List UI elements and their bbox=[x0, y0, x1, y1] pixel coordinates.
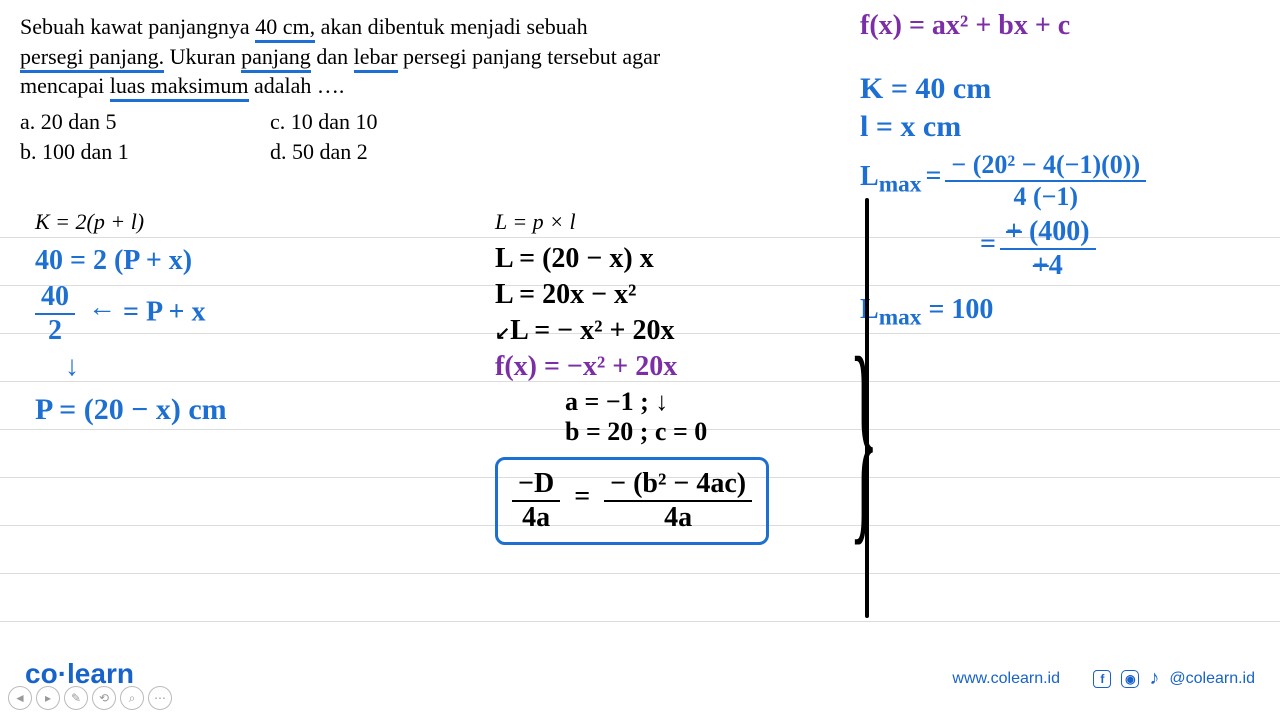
area-working: L = p × l L = (20 − x) x L = 20x − x² ↙L… bbox=[495, 205, 855, 549]
step-1: 40 = 2 (P + x) bbox=[35, 245, 335, 277]
problem-statement: Sebuah kawat panjangnya 40 cm, akan dibe… bbox=[20, 12, 720, 166]
logo-dot: · bbox=[58, 658, 67, 689]
equals: = bbox=[574, 481, 590, 512]
strike-plus: + bbox=[1033, 250, 1049, 281]
social-handle[interactable]: @colearn.id bbox=[1169, 670, 1255, 688]
discriminant-box: −D 4a = − (b² − 4ac) 4a bbox=[495, 457, 769, 545]
area-2: L = 20x − x² bbox=[495, 279, 855, 311]
step-p: P = (20 − x) cm bbox=[35, 393, 335, 427]
equals: = bbox=[980, 229, 996, 260]
footer: ◄ ▸ ✎ ⟲ ⌕ ⋯ co·learn www.colearn.id f ◉ … bbox=[0, 660, 1280, 710]
footer-url[interactable]: www.colearn.id bbox=[952, 670, 1060, 688]
sub: max bbox=[879, 171, 922, 197]
brand-logo: co·learn bbox=[25, 658, 134, 690]
equals: = bbox=[925, 161, 941, 192]
den: 2 bbox=[35, 315, 75, 347]
num: − (b² − 4ac) bbox=[604, 468, 752, 502]
fraction: 40 2 bbox=[35, 281, 75, 347]
given-l: l = x cm bbox=[860, 110, 1260, 144]
text: Ukuran bbox=[164, 44, 241, 69]
perimeter-formula: K = 2(p + l) bbox=[35, 209, 335, 235]
den: 4a bbox=[604, 502, 752, 534]
option-b: b. 100 dan 1 bbox=[20, 137, 270, 167]
underline-shape: persegi panjang. bbox=[20, 44, 164, 73]
area-1: L = (20 − x) x bbox=[495, 243, 855, 275]
underline-length: 40 cm, bbox=[255, 14, 315, 43]
coefficients: a = −1 ; ↓b = 20 ; c = 0 bbox=[565, 387, 855, 447]
instagram-icon[interactable]: ◉ bbox=[1121, 670, 1139, 688]
lhs-frac: −D 4a bbox=[512, 468, 560, 534]
given-K: K = 40 cm bbox=[860, 72, 1260, 106]
quadratic-form: f(x) = ax² + bx + c bbox=[860, 10, 1260, 42]
right-panel: f(x) = ax² + bx + c K = 40 cm l = x cm L… bbox=[860, 10, 1260, 620]
area-formula: L = p × l bbox=[495, 209, 855, 235]
text: akan dibentuk menjadi sebuah bbox=[315, 14, 587, 39]
num: − (20² − 4(−1)(0)) bbox=[945, 150, 1146, 182]
work-area: K = 2(p + l) 40 = 2 (P + x) 40 2 ← = P +… bbox=[25, 195, 855, 625]
logo-co: co bbox=[25, 658, 58, 689]
text: dan bbox=[311, 44, 354, 69]
logo-learn: learn bbox=[67, 658, 134, 689]
text: adalah …. bbox=[249, 73, 345, 98]
num: + (400) bbox=[1000, 216, 1096, 250]
num: −D bbox=[512, 468, 560, 502]
text: Sebuah kawat panjangnya bbox=[20, 14, 255, 39]
underline-max: luas maksimum bbox=[110, 73, 249, 102]
lmax-fraction-1: − (20² − 4(−1)(0)) 4 (−1) bbox=[945, 150, 1146, 212]
area-3: ↙L = − x² + 20x bbox=[495, 315, 855, 347]
more-button[interactable]: ⋯ bbox=[148, 686, 172, 710]
lmax-label: Lmax bbox=[860, 161, 921, 192]
perimeter-working: K = 2(p + l) 40 = 2 (P + x) 40 2 ← = P +… bbox=[35, 205, 335, 431]
rhs: = P + x bbox=[123, 296, 205, 327]
rhs-frac: − (b² − 4ac) 4a bbox=[604, 468, 752, 534]
lmax-fraction-2: + (400) +4 bbox=[1000, 216, 1096, 282]
arrow-down-icon: ↓ bbox=[65, 351, 335, 383]
footer-social: f ◉ ♪ @colearn.id bbox=[1093, 667, 1255, 690]
answer-options: a. 20 dan 5 c. 10 dan 10 b. 100 dan 1 d.… bbox=[20, 107, 720, 166]
option-d: d. 50 dan 2 bbox=[270, 137, 520, 167]
den: +4 bbox=[1000, 250, 1096, 282]
step-2: 40 2 ← = P + x bbox=[35, 281, 335, 347]
lmax-result: Lmax = 100 bbox=[860, 294, 1260, 332]
den: 4 (−1) bbox=[945, 182, 1146, 212]
facebook-icon[interactable]: f bbox=[1093, 670, 1111, 688]
underline-panjang: panjang bbox=[241, 44, 311, 73]
area-fx: f(x) = −x² + 20x bbox=[495, 351, 855, 383]
option-a: a. 20 dan 5 bbox=[20, 107, 270, 137]
num: 40 bbox=[35, 281, 75, 315]
underline-lebar: lebar bbox=[354, 44, 398, 73]
option-c: c. 10 dan 10 bbox=[270, 107, 520, 137]
den: 4a bbox=[512, 502, 560, 534]
tiktok-icon[interactable]: ♪ bbox=[1149, 667, 1159, 690]
strike-plus: + bbox=[1006, 216, 1022, 247]
